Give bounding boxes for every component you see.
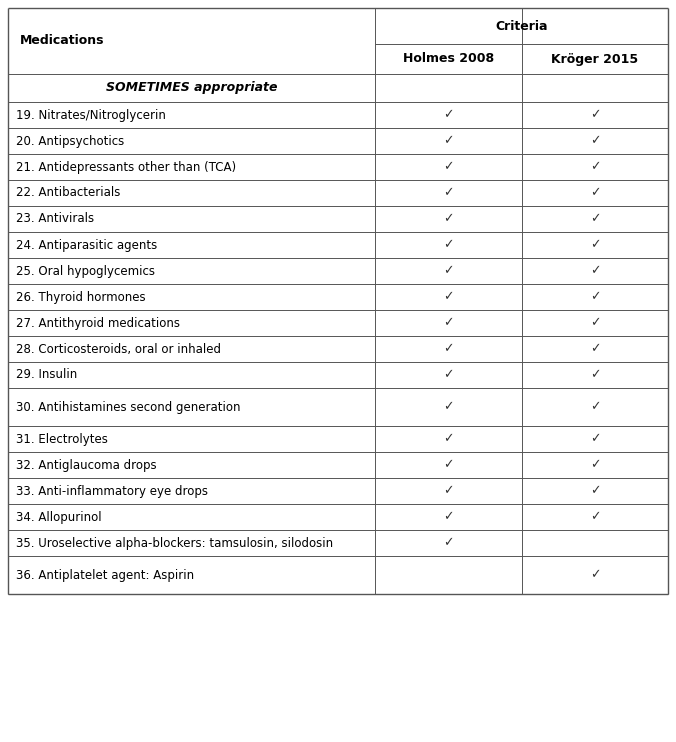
Text: 22. Antibacterials: 22. Antibacterials: [16, 186, 120, 200]
Text: ✓: ✓: [443, 459, 454, 471]
Text: ✓: ✓: [443, 485, 454, 497]
Text: 27. Antithyroid medications: 27. Antithyroid medications: [16, 317, 180, 329]
Text: ✓: ✓: [589, 568, 600, 582]
Text: 36. Antiplatelet agent: Aspirin: 36. Antiplatelet agent: Aspirin: [16, 568, 194, 582]
Text: 26. Thyroid hormones: 26. Thyroid hormones: [16, 291, 145, 303]
Text: ✓: ✓: [589, 369, 600, 381]
Text: Medications: Medications: [20, 34, 105, 47]
Text: ✓: ✓: [589, 459, 600, 471]
Text: ✓: ✓: [589, 264, 600, 278]
Text: 21. Antidepressants other than (TCA): 21. Antidepressants other than (TCA): [16, 160, 236, 174]
Text: ✓: ✓: [443, 186, 454, 200]
Text: 28. Corticosteroids, oral or inhaled: 28. Corticosteroids, oral or inhaled: [16, 343, 221, 355]
Text: ✓: ✓: [443, 343, 454, 355]
Text: ✓: ✓: [443, 317, 454, 329]
Text: ✓: ✓: [443, 510, 454, 524]
Text: Criteria: Criteria: [496, 19, 548, 33]
Text: 29. Insulin: 29. Insulin: [16, 369, 77, 381]
Text: ✓: ✓: [443, 369, 454, 381]
Text: ✓: ✓: [589, 485, 600, 497]
Text: ✓: ✓: [589, 343, 600, 355]
Text: ✓: ✓: [589, 317, 600, 329]
Text: ✓: ✓: [443, 291, 454, 303]
Text: ✓: ✓: [589, 238, 600, 252]
Text: ✓: ✓: [443, 108, 454, 122]
Text: ✓: ✓: [443, 160, 454, 174]
Text: ✓: ✓: [443, 264, 454, 278]
Text: ✓: ✓: [589, 108, 600, 122]
Text: ✓: ✓: [589, 510, 600, 524]
Text: 25. Oral hypoglycemics: 25. Oral hypoglycemics: [16, 264, 155, 278]
Text: ✓: ✓: [443, 212, 454, 226]
Text: ✓: ✓: [443, 134, 454, 148]
Text: Kröger 2015: Kröger 2015: [552, 53, 639, 65]
Text: ✓: ✓: [589, 291, 600, 303]
Text: 23. Antivirals: 23. Antivirals: [16, 212, 94, 226]
Text: 30. Antihistamines second generation: 30. Antihistamines second generation: [16, 401, 241, 413]
Text: 33. Anti-inflammatory eye drops: 33. Anti-inflammatory eye drops: [16, 485, 208, 497]
Text: 31. Electrolytes: 31. Electrolytes: [16, 433, 108, 445]
Text: 35. Uroselective alpha-blockers: tamsulosin, silodosin: 35. Uroselective alpha-blockers: tamsulo…: [16, 536, 333, 550]
Text: ✓: ✓: [589, 134, 600, 148]
Text: Holmes 2008: Holmes 2008: [403, 53, 494, 65]
Text: ✓: ✓: [443, 536, 454, 550]
Text: ✓: ✓: [589, 160, 600, 174]
Text: 20. Antipsychotics: 20. Antipsychotics: [16, 134, 124, 148]
Text: ✓: ✓: [443, 401, 454, 413]
Text: ✓: ✓: [443, 238, 454, 252]
Text: ✓: ✓: [589, 401, 600, 413]
Text: 34. Allopurinol: 34. Allopurinol: [16, 510, 101, 524]
Text: 32. Antiglaucoma drops: 32. Antiglaucoma drops: [16, 459, 157, 471]
Text: ✓: ✓: [589, 212, 600, 226]
Text: SOMETIMES appropriate: SOMETIMES appropriate: [105, 82, 277, 94]
Text: ✓: ✓: [589, 186, 600, 200]
Text: 19. Nitrates/Nitroglycerin: 19. Nitrates/Nitroglycerin: [16, 108, 166, 122]
Text: 24. Antiparasitic agents: 24. Antiparasitic agents: [16, 238, 158, 252]
Text: ✓: ✓: [443, 433, 454, 445]
Text: ✓: ✓: [589, 433, 600, 445]
